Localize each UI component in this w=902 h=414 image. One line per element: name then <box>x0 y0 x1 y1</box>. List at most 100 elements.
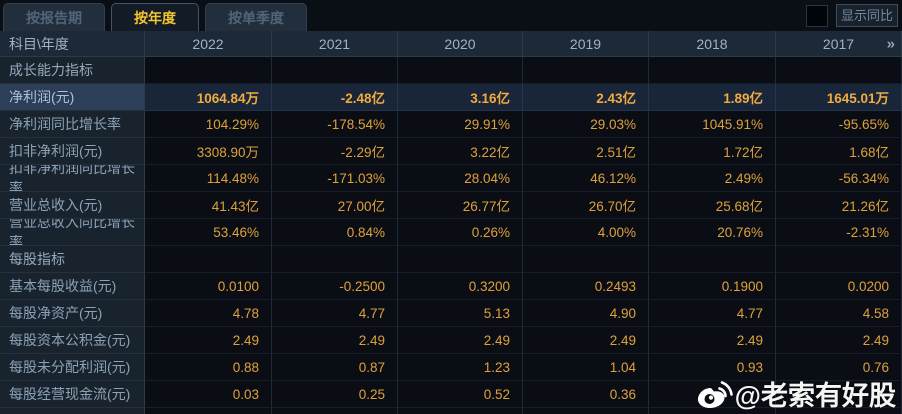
value-cell: 28.04% <box>398 165 523 192</box>
header-subject-year: 科目\年度 <box>0 31 145 57</box>
value-cell <box>398 246 523 273</box>
value-cell: 1.68亿 <box>776 138 902 165</box>
value-cell: 26.77亿 <box>398 192 523 219</box>
value-cell <box>776 381 902 408</box>
clipped-row <box>0 408 902 414</box>
value-cell: 41.43亿 <box>145 192 272 219</box>
value-cell: 0.84% <box>272 219 398 246</box>
value-cell: 1.89亿 <box>649 84 776 111</box>
value-cell: 1.72亿 <box>649 138 776 165</box>
value-cell: 0.76 <box>776 354 902 381</box>
value-cell: 0.0100 <box>145 273 272 300</box>
value-cell: -56.34% <box>776 165 902 192</box>
value-cell <box>145 408 272 414</box>
row-label: 扣非净利润同比增长率 <box>0 165 145 192</box>
table-row[interactable]: 每股经营现金流(元) 0.03 0.25 0.52 0.36 <box>0 381 902 408</box>
value-cell: -171.03% <box>272 165 398 192</box>
table-row[interactable]: 净利润(元) 1064.84万 -2.48亿 3.16亿 2.43亿 1.89亿 1645.… <box>0 84 902 111</box>
value-cell: 0.0200 <box>776 273 902 300</box>
value-cell: 0.25 <box>272 381 398 408</box>
table-row[interactable]: 每股未分配利润(元) 0.88 0.87 1.23 1.04 0.93 0.76 <box>0 354 902 381</box>
row-label: 每股经营现金流(元) <box>0 381 145 408</box>
value-cell: 2.49% <box>649 165 776 192</box>
value-cell: 1045.91% <box>649 111 776 138</box>
value-cell: 0.03 <box>145 381 272 408</box>
section-row: 每股指标 <box>0 246 902 273</box>
header-year-2019: 2019 <box>523 31 649 57</box>
value-cell <box>776 408 902 414</box>
table-row[interactable]: 扣非净利润同比增长率 114.48% -171.03% 28.04% 46.12% 2.4… <box>0 165 902 192</box>
row-label: 基本每股收益(元) <box>0 273 145 300</box>
value-cell: 2.49 <box>398 327 523 354</box>
value-cell <box>145 57 272 84</box>
tab-by-year[interactable]: 按年度 <box>111 3 199 31</box>
value-cell: 0.52 <box>398 381 523 408</box>
value-cell: 0.88 <box>145 354 272 381</box>
value-cell <box>523 246 649 273</box>
table-row[interactable]: 净利润同比增长率 104.29% -178.54% 29.91% 29.03% 1045.… <box>0 111 902 138</box>
header-year-2021: 2021 <box>272 31 398 57</box>
value-cell <box>523 408 649 414</box>
value-cell: -178.54% <box>272 111 398 138</box>
value-cell: 4.00% <box>523 219 649 246</box>
row-label: 营业总收入(元) <box>0 192 145 219</box>
section-row: 成长能力指标 <box>0 57 902 84</box>
row-label: 每股未分配利润(元) <box>0 354 145 381</box>
value-cell: 1645.01万 <box>776 84 902 111</box>
value-cell: 2.49 <box>649 327 776 354</box>
value-cell: 27.00亿 <box>272 192 398 219</box>
row-label: 每股净资产(元) <box>0 300 145 327</box>
row-label: 净利润同比增长率 <box>0 111 145 138</box>
more-years-icon[interactable]: » <box>886 35 895 52</box>
value-cell <box>523 57 649 84</box>
value-cell: 0.26% <box>398 219 523 246</box>
table-row[interactable]: 每股资本公积金(元) 2.49 2.49 2.49 2.49 2.49 2.49 <box>0 327 902 354</box>
value-cell <box>776 246 902 273</box>
value-cell: 21.26亿 <box>776 192 902 219</box>
value-cell: 1064.84万 <box>145 84 272 111</box>
table-row[interactable]: 营业总收入(元) 41.43亿 27.00亿 26.77亿 26.70亿 25.68亿 21… <box>0 192 902 219</box>
value-cell <box>145 246 272 273</box>
value-cell: 20.76% <box>649 219 776 246</box>
table-row[interactable]: 扣非净利润(元) 3308.90万 -2.29亿 3.22亿 2.51亿 1.72亿 1.6… <box>0 138 902 165</box>
value-cell: -95.65% <box>776 111 902 138</box>
value-cell <box>649 246 776 273</box>
header-year-2022: 2022 <box>145 31 272 57</box>
value-cell: 3308.90万 <box>145 138 272 165</box>
show-yoy-checkbox[interactable] <box>806 4 828 27</box>
value-cell: 4.58 <box>776 300 902 327</box>
show-yoy-button[interactable]: 显示同比 <box>836 4 898 27</box>
value-cell: 2.49 <box>523 327 649 354</box>
value-cell: 0.2493 <box>523 273 649 300</box>
header-year-2020: 2020 <box>398 31 523 57</box>
value-cell: 0.3200 <box>398 273 523 300</box>
value-cell: 4.77 <box>649 300 776 327</box>
table-row[interactable]: 基本每股收益(元) 0.0100 -0.2500 0.3200 0.2493 0.1900… <box>0 273 902 300</box>
value-cell: -2.29亿 <box>272 138 398 165</box>
table-row[interactable]: 每股净资产(元) 4.78 4.77 5.13 4.90 4.77 4.58 <box>0 300 902 327</box>
value-cell: -2.48亿 <box>272 84 398 111</box>
value-cell <box>272 408 398 414</box>
header-year-2018: 2018 <box>649 31 776 57</box>
value-cell: 29.03% <box>523 111 649 138</box>
value-cell <box>398 408 523 414</box>
tab-bar: 按报告期 按年度 按单季度 显示同比 <box>0 0 902 31</box>
yoy-controls: 显示同比 <box>806 4 898 27</box>
value-cell: 4.90 <box>523 300 649 327</box>
value-cell: 4.78 <box>145 300 272 327</box>
value-cell: 2.51亿 <box>523 138 649 165</box>
value-cell: 2.49 <box>145 327 272 354</box>
value-cell <box>272 246 398 273</box>
row-label: 每股指标 <box>0 246 145 273</box>
value-cell <box>398 57 523 84</box>
tab-by-quarter[interactable]: 按单季度 <box>205 3 307 31</box>
tab-list: 按报告期 按年度 按单季度 <box>3 3 313 31</box>
value-cell <box>776 57 902 84</box>
row-label <box>0 408 145 414</box>
value-cell: -0.2500 <box>272 273 398 300</box>
row-label: 扣非净利润(元) <box>0 138 145 165</box>
tab-by-report-period[interactable]: 按报告期 <box>3 3 105 31</box>
value-cell <box>272 57 398 84</box>
table-row[interactable]: 营业总收入同比增长率 53.46% 0.84% 0.26% 4.00% 20.76% -2.… <box>0 219 902 246</box>
